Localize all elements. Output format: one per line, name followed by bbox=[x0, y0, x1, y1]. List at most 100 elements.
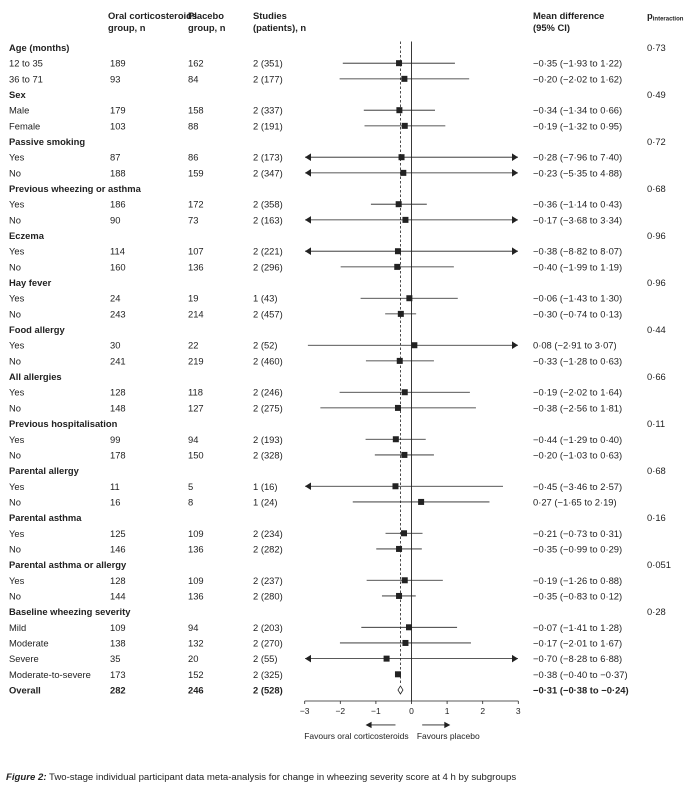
placebo-count: 136 bbox=[188, 543, 204, 554]
p-interaction-value: 0·66 bbox=[647, 371, 666, 382]
overall-label: Overall bbox=[9, 684, 41, 695]
placebo-count: 5 bbox=[188, 481, 193, 492]
mean-difference: −0·17 (−2·01 to 1·67) bbox=[533, 637, 622, 648]
point-estimate bbox=[418, 498, 425, 505]
studies-count: 2 (358) bbox=[253, 199, 283, 210]
p-interaction-value: 0·44 bbox=[647, 324, 666, 335]
row-label: Moderate-to-severe bbox=[9, 669, 91, 680]
studies-count: 2 (246) bbox=[253, 387, 283, 398]
caption-label: Figure 2: bbox=[6, 772, 47, 783]
ci-arrow-left bbox=[305, 654, 311, 663]
ci-arrow-left bbox=[305, 216, 311, 224]
studies-count: 2 (234) bbox=[253, 528, 283, 539]
ci-arrow-right bbox=[512, 169, 518, 177]
row-label: No bbox=[9, 543, 21, 554]
subgroup-heading: Parental asthma or allergy bbox=[9, 559, 127, 570]
point-estimate bbox=[401, 122, 408, 129]
point-estimate bbox=[392, 436, 399, 443]
row-label: 36 to 71 bbox=[9, 73, 43, 84]
ci-arrow-left bbox=[305, 169, 311, 177]
p-interaction-value: 0·28 bbox=[647, 606, 666, 617]
placebo-count: 118 bbox=[188, 387, 203, 398]
header-studies-line2: (patients), n bbox=[253, 22, 306, 33]
header-oral-line1: Oral corticosteroids bbox=[108, 10, 197, 21]
placebo-count: 19 bbox=[188, 293, 198, 304]
studies-count: 2 (191) bbox=[253, 120, 283, 131]
point-estimate bbox=[402, 639, 409, 646]
placebo-count: 88 bbox=[188, 120, 198, 131]
placebo-count: 159 bbox=[188, 167, 204, 178]
mean-difference: −0·20 (−2·02 to 1·62) bbox=[533, 73, 622, 84]
point-estimate bbox=[406, 295, 413, 302]
oral-count: 179 bbox=[110, 105, 126, 116]
oral-count: 30 bbox=[110, 340, 120, 351]
ci-arrow-right bbox=[512, 654, 518, 663]
placebo-count: 94 bbox=[188, 622, 198, 633]
point-estimate bbox=[394, 248, 401, 255]
oral-count: 243 bbox=[110, 308, 126, 319]
p-interaction-value: 0·051 bbox=[647, 559, 671, 570]
placebo-count: 22 bbox=[188, 340, 198, 351]
plot-area: −3 −2 −1 0 1 2 3 Favours oral corticosteroids Fa… bbox=[300, 41, 521, 741]
header-studies-line1: Studies bbox=[253, 10, 287, 21]
row-label: No bbox=[9, 261, 21, 272]
overall-placebo-count: 246 bbox=[188, 684, 204, 695]
mean-difference: 0·27 (−1·65 to 2·19) bbox=[533, 496, 617, 507]
placebo-count: 84 bbox=[188, 73, 198, 84]
figure-caption: Figure 2: Two-stage individual participa… bbox=[6, 772, 516, 783]
point-estimate bbox=[392, 483, 399, 490]
mean-difference: −0·33 (−1·28 to 0·63) bbox=[533, 355, 622, 366]
mean-difference: −0·19 (−2·02 to 1·64) bbox=[533, 387, 622, 398]
row-label: Yes bbox=[9, 246, 25, 257]
placebo-count: 73 bbox=[188, 214, 198, 225]
row-label: No bbox=[9, 402, 21, 413]
row-label: Male bbox=[9, 105, 29, 116]
oral-count: 114 bbox=[110, 246, 125, 257]
placebo-count: 214 bbox=[188, 308, 204, 319]
row-label: Female bbox=[9, 120, 40, 131]
x-tick-label: 2 bbox=[480, 706, 485, 716]
row-label: No bbox=[9, 590, 21, 601]
studies-count: 2 (55) bbox=[253, 653, 278, 664]
oral-count: 189 bbox=[110, 58, 126, 69]
ci-arrow-right bbox=[512, 247, 518, 256]
point-estimate bbox=[396, 592, 403, 599]
p-interaction-value: 0·96 bbox=[647, 277, 666, 288]
row-label: Mild bbox=[9, 622, 26, 633]
point-estimate bbox=[401, 75, 408, 82]
row-label: Yes bbox=[9, 481, 25, 492]
row-label: No bbox=[9, 167, 21, 178]
point-estimate bbox=[396, 357, 403, 364]
studies-count: 2 (351) bbox=[253, 58, 283, 69]
ci-arrow-left bbox=[305, 482, 311, 491]
oral-count: 109 bbox=[110, 622, 126, 633]
mean-difference: −0·06 (−1·43 to 1·30) bbox=[533, 293, 622, 304]
favours-right-arrow bbox=[444, 721, 451, 729]
mean-difference: −0·30 (−0·74 to 0·13) bbox=[533, 308, 622, 319]
point-estimate bbox=[401, 451, 408, 458]
oral-count: 138 bbox=[110, 637, 126, 648]
point-estimate bbox=[395, 201, 402, 208]
mean-difference: −0·34 (−1·34 to 0·66) bbox=[533, 105, 622, 116]
studies-count: 2 (337) bbox=[253, 105, 283, 116]
point-estimate bbox=[400, 169, 407, 176]
studies-count: 2 (457) bbox=[253, 308, 283, 319]
point-estimate bbox=[401, 530, 408, 537]
x-tick-label: −3 bbox=[300, 706, 310, 716]
oral-count: 99 bbox=[110, 434, 120, 445]
subgroup-heading: Parental asthma bbox=[9, 512, 82, 523]
studies-count: 2 (270) bbox=[253, 637, 283, 648]
point-estimate bbox=[396, 545, 403, 552]
row-label: No bbox=[9, 355, 21, 366]
oral-count: 87 bbox=[110, 152, 120, 163]
studies-count: 2 (460) bbox=[253, 355, 283, 366]
mean-difference: −0·35 (−0·83 to 0·12) bbox=[533, 590, 622, 601]
point-estimate bbox=[383, 655, 390, 662]
oral-count: 103 bbox=[110, 120, 126, 131]
oral-count: 93 bbox=[110, 73, 120, 84]
studies-count: 2 (52) bbox=[253, 340, 278, 351]
oral-count: 11 bbox=[110, 481, 120, 492]
p-interaction-value: 0·72 bbox=[647, 136, 666, 147]
subgroup-heading: Eczema bbox=[9, 230, 45, 241]
